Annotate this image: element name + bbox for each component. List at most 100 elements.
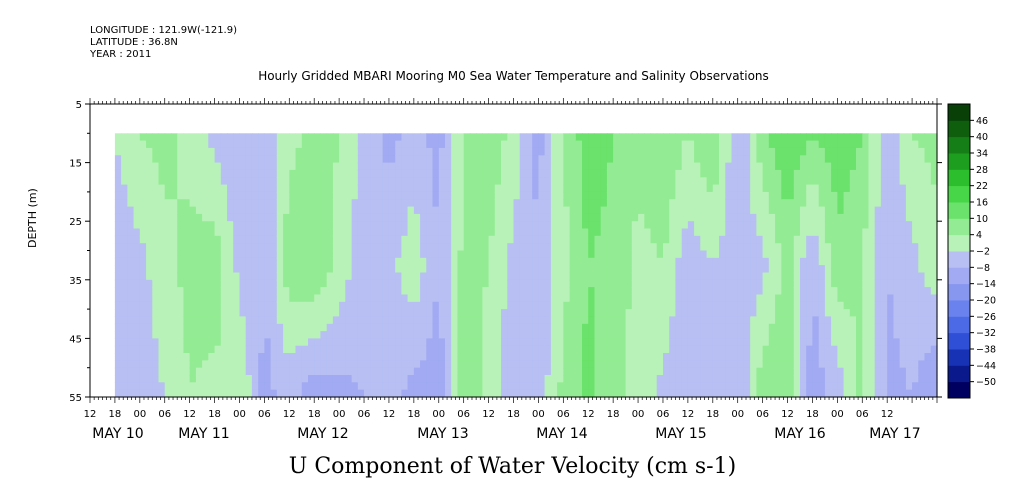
heat-cell: [432, 250, 440, 259]
heat-cell: [656, 367, 664, 376]
heat-cell: [538, 140, 546, 149]
heat-cell: [364, 294, 371, 303]
heat-cell: [482, 250, 490, 259]
heat-cell: [457, 389, 465, 398]
heat-cell: [706, 301, 714, 310]
heat-cell: [544, 221, 552, 230]
heat-cell: [295, 338, 303, 347]
heat-cell: [339, 235, 346, 244]
heat-cell: [800, 279, 807, 288]
heat-cell: [768, 250, 776, 259]
heat-cell: [469, 309, 477, 317]
heat-cell: [656, 155, 664, 164]
heat-cell: [712, 177, 720, 186]
y-tick-label: 45: [69, 334, 82, 345]
heat-cell: [694, 279, 701, 288]
heat-cell: [750, 279, 757, 288]
heat-cell: [719, 367, 726, 376]
heat-cell: [650, 279, 658, 288]
heat-cell: [893, 140, 901, 149]
heat-cell: [669, 235, 676, 244]
heat-cell: [631, 184, 639, 193]
heat-cell: [152, 360, 160, 369]
heat-cell: [800, 272, 807, 281]
heat-cell: [463, 177, 471, 186]
heat-cell: [127, 265, 135, 273]
heat-cell: [924, 199, 932, 208]
heat-cell: [625, 294, 633, 303]
heat-cell: [619, 221, 627, 230]
heat-cell: [762, 235, 770, 244]
heat-cell: [351, 147, 359, 156]
heat-cell: [905, 169, 913, 178]
heat-cell: [121, 155, 128, 164]
heat-cell: [339, 184, 346, 193]
heat-cell: [868, 184, 876, 193]
heat-cell: [868, 389, 876, 398]
heat-cell: [538, 287, 546, 295]
heat-cell: [357, 301, 365, 310]
heat-cell: [289, 191, 297, 200]
heat-cell: [712, 133, 720, 142]
heat-cell: [687, 213, 695, 222]
heat-cell: [476, 184, 483, 193]
heat-cell: [152, 155, 160, 164]
heat-cell: [195, 272, 203, 281]
heat-cell: [781, 338, 789, 347]
heat-cell: [220, 243, 228, 252]
heat-cell: [538, 338, 546, 347]
heat-cell: [563, 147, 571, 156]
heat-cell: [569, 250, 577, 259]
heat-cell: [220, 191, 228, 200]
heat-cell: [557, 191, 564, 200]
heat-cell: [469, 279, 477, 288]
heat-cell: [594, 147, 602, 156]
heat-cell: [856, 323, 863, 332]
heat-cell: [519, 184, 527, 193]
heat-cell: [631, 162, 639, 171]
heat-cell: [345, 206, 353, 215]
heat-cell: [133, 206, 141, 215]
heat-cell: [750, 228, 757, 237]
heat-cell: [370, 184, 378, 193]
heat-cell: [557, 235, 564, 244]
heat-cell: [407, 169, 415, 178]
heat-cell: [469, 345, 477, 354]
heat-cell: [793, 213, 801, 222]
heat-cell: [301, 279, 309, 288]
heat-cell: [445, 155, 452, 164]
heat-cell: [868, 272, 876, 281]
heat-cell: [189, 323, 197, 332]
heat-cell: [501, 221, 508, 230]
heat-cell: [550, 235, 558, 244]
heat-cell: [843, 375, 851, 383]
heat-cell: [420, 155, 427, 164]
heat-cell: [731, 257, 739, 266]
heat-cell: [762, 345, 770, 354]
heat-cell: [420, 367, 427, 376]
heat-cell: [501, 360, 508, 369]
heat-cell: [171, 155, 178, 164]
heat-cell: [494, 162, 502, 171]
heat-cell: [432, 162, 440, 171]
heat-cell: [519, 353, 527, 361]
heat-cell: [382, 265, 390, 273]
heat-cell: [663, 213, 670, 222]
heat-cell: [457, 382, 465, 391]
heat-cell: [918, 279, 926, 288]
heat-cell: [768, 155, 776, 164]
heat-cell: [694, 162, 701, 171]
heat-cell: [501, 250, 508, 259]
heat-cell: [370, 228, 378, 237]
heat-cell: [550, 331, 558, 339]
heat-cell: [731, 301, 739, 310]
heat-cell: [731, 140, 739, 149]
heat-cell: [270, 309, 278, 317]
heat-cell: [195, 323, 203, 332]
heat-cell: [588, 155, 595, 164]
heat-cell: [463, 235, 471, 244]
heat-cell: [158, 367, 166, 376]
heat-cell: [856, 389, 863, 398]
heat-cell: [650, 257, 658, 266]
heat-cell: [438, 316, 446, 325]
